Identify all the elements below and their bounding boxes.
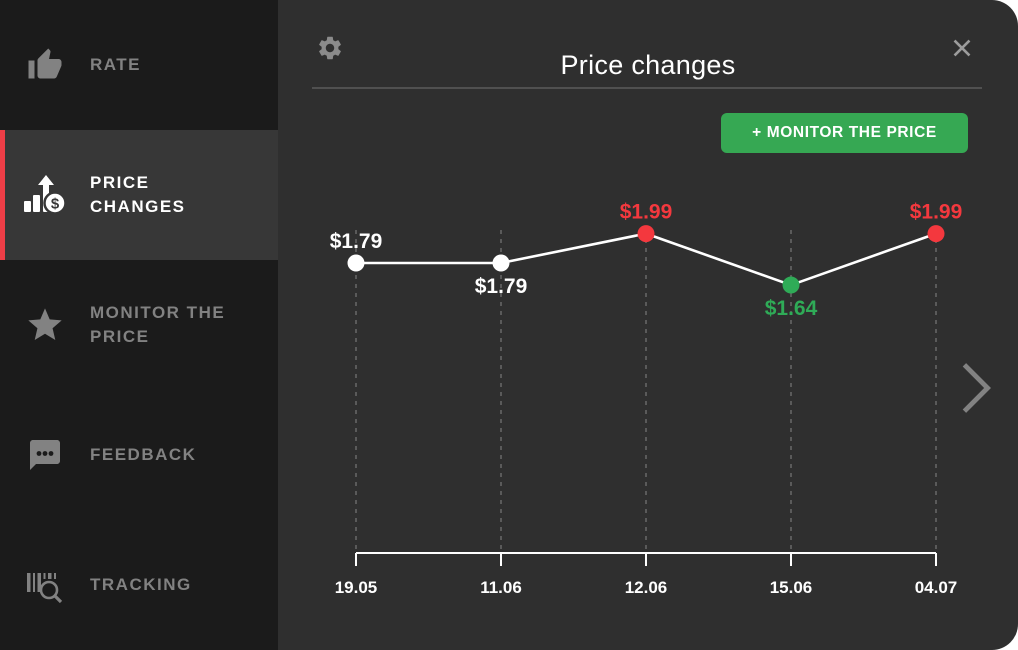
settings-button[interactable] [316,34,344,62]
sidebar-item-rate[interactable]: RATE [0,0,278,130]
sidebar-item-price-changes[interactable]: $ PRICE CHANGES [0,130,278,260]
price-changes-icon: $ [20,173,70,217]
svg-text:19.05: 19.05 [335,578,378,597]
svg-text:$1.99: $1.99 [910,201,963,224]
price-history-chart: $1.79 $1.79 $1.99 $1.64 $1.99 19.05 11.06 12.06… [330,201,963,597]
svg-text:$1.79: $1.79 [475,275,528,298]
svg-text:$: $ [51,196,60,213]
active-indicator [0,520,5,650]
panel-header: Price changes [278,0,1018,89]
svg-text:$1.79: $1.79 [330,230,383,253]
svg-text:15.06: 15.06 [770,578,813,597]
svg-text:04.07: 04.07 [915,578,958,597]
active-indicator [0,0,5,130]
page-title: Price changes [560,50,736,81]
star-icon [20,305,70,345]
svg-text:$1.99: $1.99 [620,201,673,224]
sidebar-item-label: TRACKING [90,575,192,594]
active-indicator [0,130,5,260]
sidebar-item-feedback[interactable]: FEEDBACK [0,390,278,520]
svg-text:12.06: 12.06 [625,578,668,597]
sidebar-item-label: PRICE CHANGES [90,173,186,216]
active-indicator [0,390,5,520]
header-divider [312,87,982,89]
svg-text:$1.64: $1.64 [765,297,818,320]
sidebar-item-label: MONITOR THE PRICE [90,303,226,346]
chevron-right-icon [958,363,994,419]
sidebar-item-label: RATE [90,55,142,74]
sidebar: RATE $ PRICE CHANGES [0,0,278,650]
close-button[interactable] [948,34,976,62]
sidebar-item-tracking[interactable]: TRACKING [0,520,278,650]
feedback-icon [20,437,70,473]
sidebar-item-label: FEEDBACK [90,445,197,464]
next-page-button[interactable] [958,360,994,416]
active-indicator [0,260,5,390]
close-icon [948,39,976,65]
thumbs-up-icon [20,47,70,83]
gear-icon [316,36,344,65]
svg-text:11.06: 11.06 [480,578,522,597]
price-changes-panel: $1.79 $1.79 $1.99 $1.64 $1.99 19.05 11.06 12.06… [278,0,1018,650]
monitor-the-price-button[interactable]: + MONITOR THE PRICE [721,113,968,153]
sidebar-item-monitor-the-price[interactable]: MONITOR THE PRICE [0,260,278,390]
tracking-icon [20,565,70,605]
